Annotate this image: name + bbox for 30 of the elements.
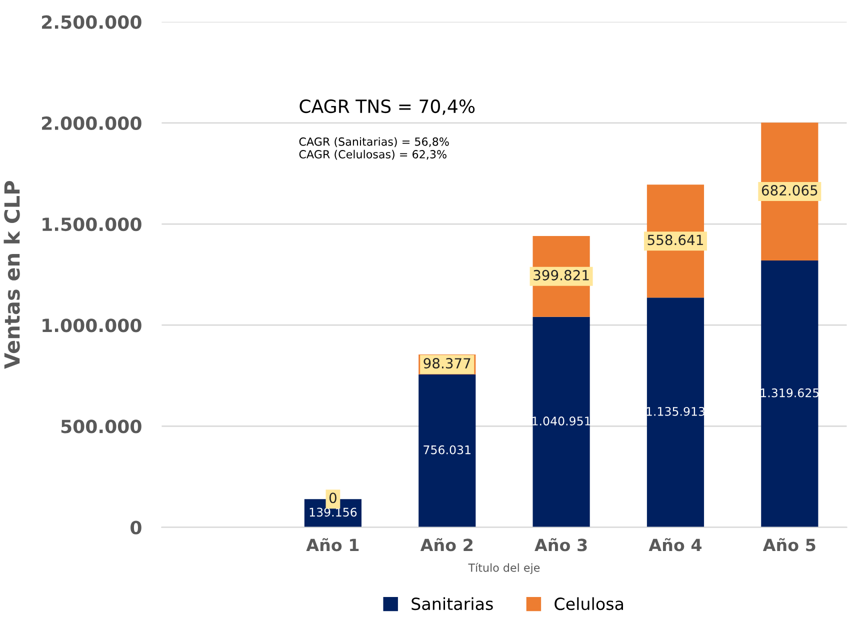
x-tick-label: Año 5	[762, 538, 816, 552]
data-label: 139.156	[310, 508, 357, 517]
annotation: CAGR (Sanitarias) = 56,8%	[299, 137, 449, 148]
x-axis-title: Título del eje	[468, 562, 540, 574]
bar	[761, 260, 818, 528]
x-tick-label: Año 3	[534, 538, 587, 552]
bar	[532, 316, 590, 528]
legend-label: Sanitarias	[412, 597, 493, 610]
data-label: 0	[329, 492, 336, 504]
legend-label: Celulosa	[554, 597, 623, 610]
x-tick-label: Año 4	[648, 538, 702, 552]
data-label: 98.377	[424, 358, 470, 369]
data-label: 558.641	[648, 234, 703, 246]
data-label: 399.821	[534, 270, 589, 280]
bar	[646, 298, 704, 528]
y-tick-label: 1.500.000	[42, 217, 142, 232]
y-tick-label: 2.000.000	[42, 116, 142, 130]
y-tick-label: 500.000	[61, 420, 142, 434]
annotation: CAGR TNS = 70,4%	[300, 99, 475, 115]
x-tick-label: Año 2	[420, 538, 472, 552]
data-label: 1.040.951	[532, 416, 590, 426]
y-tick-label: 1.000.000	[42, 318, 142, 332]
bar	[418, 374, 476, 528]
x-tick-label: Año 1	[306, 538, 359, 552]
y-axis-title: Ventas en k CLP	[4, 181, 20, 369]
data-label: 682.065	[762, 185, 818, 196]
data-label: 756.031	[424, 445, 470, 454]
y-tick-label: 2.500.000	[42, 15, 142, 29]
annotation: CAGR (Celulosas) = 62,3%	[299, 150, 446, 160]
y-tick-label: 0	[130, 520, 142, 534]
